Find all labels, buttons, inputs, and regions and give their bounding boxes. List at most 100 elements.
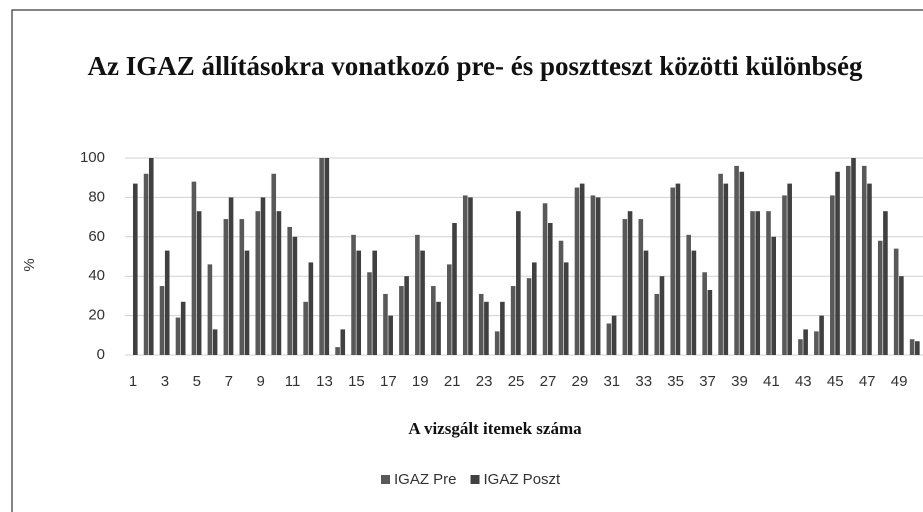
legend-swatch	[470, 475, 480, 484]
x-tick-label: 7	[225, 373, 233, 390]
bar	[532, 262, 537, 355]
bar	[351, 234, 356, 355]
legend-label: IGAZ Poszt	[484, 471, 562, 488]
bar	[718, 173, 723, 355]
bar	[239, 219, 245, 355]
bar	[510, 286, 516, 355]
bar	[191, 181, 197, 355]
x-tick-label: 3	[161, 373, 169, 390]
bar	[606, 323, 612, 355]
bar	[883, 211, 888, 355]
bar	[542, 203, 548, 355]
x-tick-label: 37	[699, 373, 716, 390]
bar	[563, 262, 569, 355]
bar	[819, 315, 824, 355]
bar	[590, 195, 596, 355]
bar	[500, 301, 505, 355]
legend-swatch	[381, 475, 390, 484]
x-tick-label: 25	[508, 373, 525, 390]
bar	[851, 158, 856, 355]
bar	[643, 250, 649, 355]
bar	[399, 286, 404, 355]
bar	[356, 250, 362, 355]
bar	[622, 219, 628, 355]
bar	[893, 248, 899, 355]
x-tick-label: 47	[859, 373, 876, 390]
bar	[861, 165, 867, 355]
x-tick-label: 19	[412, 373, 429, 390]
bar	[558, 240, 564, 355]
bar	[659, 276, 665, 355]
bar	[324, 158, 330, 355]
legend-label: IGAZ Pre	[394, 471, 457, 488]
bar	[574, 187, 580, 355]
bar	[595, 197, 601, 355]
y-tick-label: 20	[88, 307, 105, 324]
bar	[462, 195, 468, 355]
bar	[335, 347, 340, 355]
x-axis-label: A vizsgált itemek száma	[408, 419, 582, 438]
bar	[260, 197, 266, 355]
x-tick-label: 1	[129, 373, 137, 390]
x-tick-label: 11	[285, 373, 301, 390]
bar	[319, 158, 324, 355]
x-tick-label: 41	[763, 373, 780, 390]
bar	[739, 171, 745, 355]
bar	[223, 219, 229, 355]
x-tick-label: 31	[603, 373, 620, 390]
bar	[484, 301, 489, 355]
bar	[755, 211, 761, 355]
y-axis-label: %	[21, 258, 38, 271]
bar	[276, 211, 282, 355]
y-tick-label: 60	[88, 228, 105, 245]
bar	[244, 250, 250, 355]
bar	[691, 250, 697, 355]
x-tick-label: 45	[827, 373, 844, 390]
bar	[447, 264, 452, 355]
bar	[383, 293, 388, 355]
x-tick-label: 21	[444, 373, 461, 390]
bar	[292, 236, 298, 355]
x-tick-label: 29	[572, 373, 589, 390]
y-tick-label: 100	[80, 149, 105, 166]
bar	[611, 315, 617, 355]
bar	[415, 234, 420, 355]
bar	[180, 301, 186, 355]
y-tick-label: 0	[97, 346, 105, 363]
bar	[404, 276, 409, 355]
bar	[468, 197, 473, 355]
x-tick-label: 35	[667, 373, 684, 390]
x-tick-label: 5	[193, 373, 201, 390]
x-tick-label: 49	[891, 373, 908, 390]
bar	[420, 250, 425, 355]
bar	[723, 183, 729, 355]
chart-title: Az IGAZ állításokra vonatkozó pre- és po…	[87, 51, 863, 81]
bar	[478, 293, 484, 355]
bar	[148, 158, 154, 355]
bar	[771, 236, 776, 355]
x-tick-label: 23	[476, 373, 493, 390]
bar	[915, 341, 920, 355]
bar	[654, 293, 660, 355]
bar	[271, 173, 277, 355]
bar	[675, 183, 681, 355]
chart-frame	[11, 9, 923, 512]
bar	[143, 173, 149, 355]
bar	[909, 339, 915, 355]
x-tick-label: 43	[795, 373, 812, 390]
bar	[835, 171, 840, 355]
bar	[547, 223, 553, 355]
bar	[638, 219, 644, 355]
bar	[734, 165, 739, 355]
bar	[627, 211, 633, 355]
bar	[787, 183, 792, 355]
bar	[287, 226, 292, 355]
bar	[516, 211, 521, 355]
bar	[686, 234, 691, 355]
bar	[452, 223, 457, 355]
bar	[228, 197, 234, 355]
bar	[372, 250, 377, 355]
bar	[830, 195, 835, 355]
x-tick-label: 17	[380, 373, 397, 390]
